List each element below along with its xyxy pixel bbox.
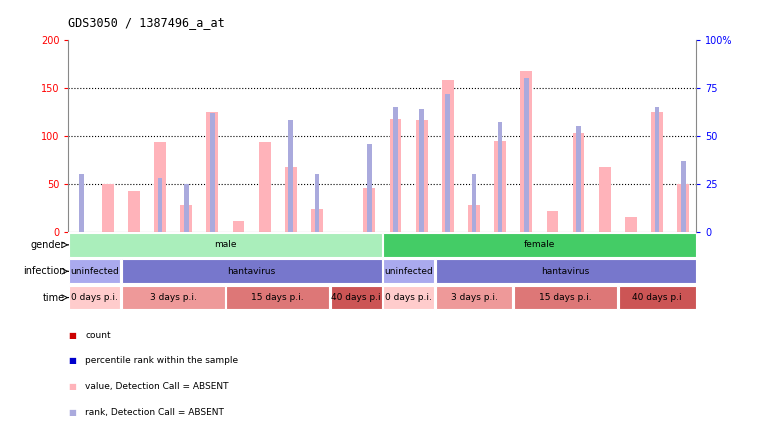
Text: 15 days p.i.: 15 days p.i. bbox=[540, 293, 592, 302]
Bar bbox=[681, 161, 686, 232]
Bar bbox=[435, 286, 512, 309]
Text: ■: ■ bbox=[68, 408, 76, 417]
Bar bbox=[390, 119, 401, 232]
Text: ■: ■ bbox=[68, 331, 76, 340]
Bar bbox=[102, 184, 113, 232]
Text: 0 days p.i.: 0 days p.i. bbox=[72, 293, 118, 302]
Bar bbox=[546, 210, 559, 232]
Text: 3 days p.i.: 3 days p.i. bbox=[451, 293, 498, 302]
Text: rank, Detection Call = ABSENT: rank, Detection Call = ABSENT bbox=[85, 408, 224, 417]
Bar bbox=[384, 259, 434, 283]
Bar bbox=[654, 107, 660, 232]
Bar bbox=[651, 112, 663, 232]
Bar bbox=[158, 178, 162, 232]
Bar bbox=[69, 233, 381, 257]
Text: male: male bbox=[214, 240, 237, 250]
Text: uninfected: uninfected bbox=[70, 267, 119, 276]
Bar bbox=[367, 143, 371, 232]
Text: time: time bbox=[43, 293, 65, 303]
Bar bbox=[226, 286, 330, 309]
Bar bbox=[393, 107, 398, 232]
Bar bbox=[494, 141, 506, 232]
Bar bbox=[288, 120, 293, 232]
Bar bbox=[619, 286, 696, 309]
Bar bbox=[364, 188, 375, 232]
Bar bbox=[435, 259, 696, 283]
Text: 40 days p.i: 40 days p.i bbox=[632, 293, 682, 302]
Text: 15 days p.i.: 15 days p.i. bbox=[251, 293, 304, 302]
Bar bbox=[285, 166, 297, 232]
Bar bbox=[445, 94, 451, 232]
Bar bbox=[472, 174, 476, 232]
Text: value, Detection Call = ABSENT: value, Detection Call = ABSENT bbox=[85, 382, 229, 391]
Bar bbox=[442, 80, 454, 232]
Text: ■: ■ bbox=[68, 382, 76, 391]
Bar bbox=[180, 205, 192, 232]
Bar bbox=[259, 142, 271, 232]
Bar bbox=[498, 123, 502, 232]
Bar bbox=[625, 217, 637, 232]
Text: ■: ■ bbox=[68, 357, 76, 365]
Bar bbox=[122, 259, 381, 283]
Bar bbox=[154, 142, 166, 232]
Bar bbox=[573, 133, 584, 232]
Bar bbox=[416, 120, 428, 232]
Bar bbox=[314, 174, 320, 232]
Text: uninfected: uninfected bbox=[384, 267, 433, 276]
Text: infection: infection bbox=[23, 266, 65, 276]
Text: 0 days p.i.: 0 days p.i. bbox=[385, 293, 432, 302]
Bar bbox=[233, 221, 244, 232]
Bar bbox=[79, 174, 84, 232]
Bar bbox=[331, 286, 381, 309]
Text: GDS3050 / 1387496_a_at: GDS3050 / 1387496_a_at bbox=[68, 16, 225, 29]
Bar bbox=[419, 109, 424, 232]
Bar bbox=[128, 191, 140, 232]
Bar bbox=[468, 205, 480, 232]
Bar bbox=[69, 259, 120, 283]
Bar bbox=[69, 286, 120, 309]
Text: 3 days p.i.: 3 days p.i. bbox=[150, 293, 196, 302]
Text: gender: gender bbox=[31, 240, 65, 250]
Text: hantavirus: hantavirus bbox=[228, 267, 275, 276]
Bar bbox=[206, 112, 218, 232]
Bar bbox=[384, 233, 696, 257]
Text: female: female bbox=[524, 240, 555, 250]
Bar bbox=[524, 78, 529, 232]
Text: count: count bbox=[85, 331, 111, 340]
Bar bbox=[521, 71, 532, 232]
Bar bbox=[311, 209, 323, 232]
Bar bbox=[210, 113, 215, 232]
Bar bbox=[122, 286, 224, 309]
Bar bbox=[184, 184, 189, 232]
Bar bbox=[384, 286, 434, 309]
Text: hantavirus: hantavirus bbox=[541, 267, 590, 276]
Text: percentile rank within the sample: percentile rank within the sample bbox=[85, 357, 238, 365]
Text: 40 days p.i: 40 days p.i bbox=[332, 293, 381, 302]
Bar bbox=[599, 167, 610, 232]
Bar bbox=[514, 286, 617, 309]
Bar bbox=[576, 126, 581, 232]
Bar bbox=[677, 184, 689, 232]
